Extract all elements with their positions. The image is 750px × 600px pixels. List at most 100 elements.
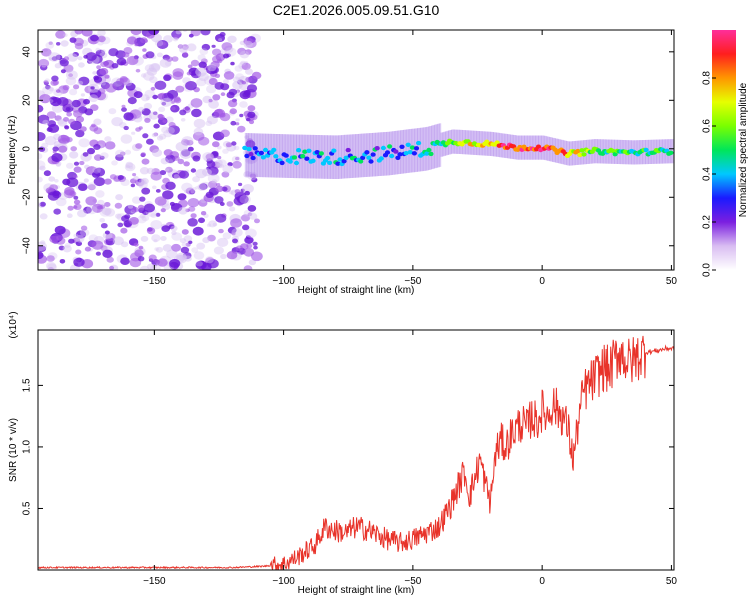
track-halo [480, 131, 484, 156]
track-halo [376, 132, 380, 177]
noise-blob [213, 108, 226, 118]
noise-blob [47, 191, 60, 201]
noise-blob [190, 213, 197, 219]
colorbar-ticks: 0.0 0.2 0.4 0.6 0.8 [702, 71, 716, 277]
noise-blob [73, 110, 83, 118]
spectrogram-noise-region [38, 30, 263, 270]
noise-blob [124, 149, 132, 155]
noise-blob [87, 182, 97, 190]
noise-blob [39, 201, 46, 207]
noise-blob [99, 67, 109, 76]
noise-blob [58, 245, 65, 251]
track-blob [413, 146, 420, 151]
noise-blob [158, 106, 166, 113]
track-halo [379, 132, 383, 176]
noise-blob [93, 177, 106, 187]
noise-blob [143, 203, 155, 213]
noise-blob [144, 89, 156, 99]
noise-blob [79, 160, 85, 166]
noise-blob [232, 76, 241, 83]
noise-blob [95, 190, 105, 198]
snr-x-label: Height of straight line (km) [298, 585, 415, 596]
noise-blob [198, 217, 205, 224]
noise-blob [188, 206, 196, 212]
track-halo [334, 135, 338, 179]
track-halo [361, 133, 364, 178]
noise-blob [135, 127, 142, 132]
noise-blob [190, 98, 203, 108]
track-halo [355, 134, 358, 178]
noise-blob [156, 135, 164, 141]
noise-blob [192, 226, 204, 236]
noise-blob [43, 170, 52, 177]
noise-blob [214, 196, 224, 204]
noise-blob [198, 199, 208, 207]
noise-blob [141, 158, 150, 165]
spectrogram-x-ticks: −150 −100 −50 0 50 [143, 30, 677, 287]
noise-blob [200, 211, 207, 216]
track-halo [320, 135, 324, 179]
x-tick-label: −150 [143, 276, 166, 287]
noise-blob [234, 65, 243, 72]
noise-blob [86, 205, 98, 215]
track-halo [314, 135, 318, 179]
noise-blob [247, 171, 258, 181]
noise-blob [169, 258, 181, 268]
noise-blob [251, 177, 258, 183]
track-blob [310, 158, 316, 163]
noise-blob [97, 30, 106, 37]
noise-blob [175, 30, 182, 35]
noise-blob [64, 243, 71, 248]
track-blob [293, 160, 300, 166]
noise-blob [242, 224, 250, 231]
track-halo [337, 135, 341, 179]
track-halo [288, 134, 291, 178]
noise-blob [173, 96, 181, 102]
noise-blob [130, 183, 136, 188]
noise-blob [55, 89, 61, 93]
noise-blob [216, 183, 221, 187]
noise-blob [227, 162, 233, 167]
noise-blob [223, 53, 230, 59]
track-blob [374, 146, 380, 151]
track-halo [269, 133, 273, 178]
track-halo [336, 135, 339, 179]
y-tick-label: −20 [22, 188, 33, 205]
noise-blob [140, 235, 149, 242]
noise-blob [223, 71, 235, 80]
noise-blob [154, 247, 159, 251]
noise-blob [193, 118, 206, 129]
noise-blob [81, 30, 93, 37]
noise-blob [65, 107, 71, 112]
noise-blob [104, 141, 116, 150]
track-blob [411, 151, 417, 156]
noise-blob [47, 263, 57, 270]
noise-blob [66, 70, 78, 80]
noise-blob [244, 190, 250, 196]
noise-blob [186, 71, 192, 76]
noise-blob [66, 162, 74, 169]
track-blob [387, 144, 393, 149]
track-halo [401, 130, 404, 174]
noise-blob [125, 82, 136, 91]
noise-blob [39, 94, 51, 104]
noise-blob [200, 30, 211, 36]
noise-blob [130, 30, 142, 36]
noise-blob [84, 108, 94, 116]
noise-blob [241, 80, 247, 85]
noise-blob [84, 246, 91, 252]
track-blob [424, 151, 430, 156]
noise-blob [151, 148, 163, 157]
track-blob [318, 151, 324, 156]
x-tick-label: −50 [404, 576, 421, 587]
noise-blob [156, 52, 163, 58]
noise-blob [154, 80, 167, 91]
snr-y-ticks: 0.5 1.0 1.5 [22, 378, 674, 515]
noise-blob [245, 235, 251, 240]
track-halo [412, 128, 415, 173]
noise-blob [170, 100, 175, 104]
noise-blob [38, 202, 41, 207]
noise-blob [249, 173, 257, 179]
noise-blob [90, 86, 95, 90]
noise-blob [100, 223, 108, 229]
